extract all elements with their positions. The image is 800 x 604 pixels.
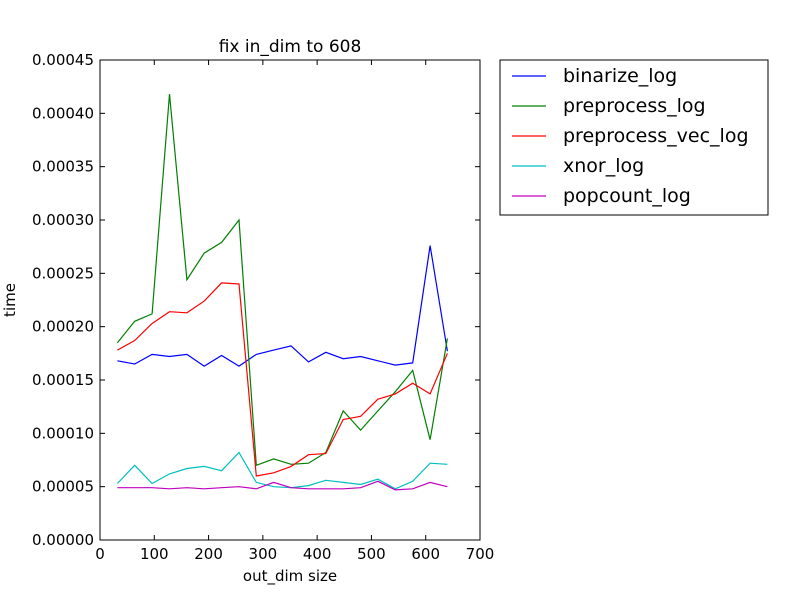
x-tick-label: 400 xyxy=(303,545,332,563)
legend-label-binarize_log: binarize_log xyxy=(563,65,677,87)
axis-layer: 0 100 200 300 400 500 600 700 0.00000 0.00005 0.00… xyxy=(32,51,494,563)
y-tick-label: 0.00045 xyxy=(32,51,94,69)
y-tick-label: 0.00010 xyxy=(32,424,94,442)
x-tick-label: 100 xyxy=(140,545,169,563)
legend-frame xyxy=(499,59,769,216)
series-line-xnor_log xyxy=(116,451,448,490)
x-axis-label: out_dim size xyxy=(243,567,337,586)
y-tick-label: 0.00025 xyxy=(32,264,94,282)
legend: binarize_log preprocess_log preprocess_vec… xyxy=(499,59,769,216)
x-tick-label: 0 xyxy=(95,545,105,563)
y-tick-label: 0.00015 xyxy=(32,371,94,389)
legend-label-xnor_log: xnor_log xyxy=(563,155,644,177)
y-tick-label: 0.00000 xyxy=(32,531,94,549)
series-line-preprocess_log xyxy=(116,94,448,467)
y-tick-label: 0.00035 xyxy=(32,158,94,176)
legend-label-preprocess_log: preprocess_log xyxy=(563,95,706,117)
series-line-popcount_log xyxy=(117,480,448,491)
x-tick-label: 600 xyxy=(411,545,440,563)
y-tick-label: 0.00040 xyxy=(32,104,94,122)
x-tick-label: 300 xyxy=(249,545,278,563)
legend-label-preprocess_vec_log: preprocess_vec_log xyxy=(563,125,749,147)
series-layer xyxy=(116,94,448,491)
plot-frame xyxy=(99,59,481,541)
y-tick-label: 0.00005 xyxy=(32,478,94,496)
y-tick-label: 0.00030 xyxy=(32,211,94,229)
x-tick-label: 200 xyxy=(194,545,223,563)
legend-label-popcount_log: popcount_log xyxy=(563,185,691,207)
x-tick-label: 700 xyxy=(466,545,495,563)
x-tick-label: 500 xyxy=(357,545,386,563)
y-tick-label: 0.00020 xyxy=(32,318,94,336)
series-line-binarize_log xyxy=(117,245,448,367)
series-line-preprocess_vec_log xyxy=(117,282,448,477)
chart-title: fix in_dim to 608 xyxy=(219,37,362,57)
y-axis-label: time xyxy=(1,283,19,317)
